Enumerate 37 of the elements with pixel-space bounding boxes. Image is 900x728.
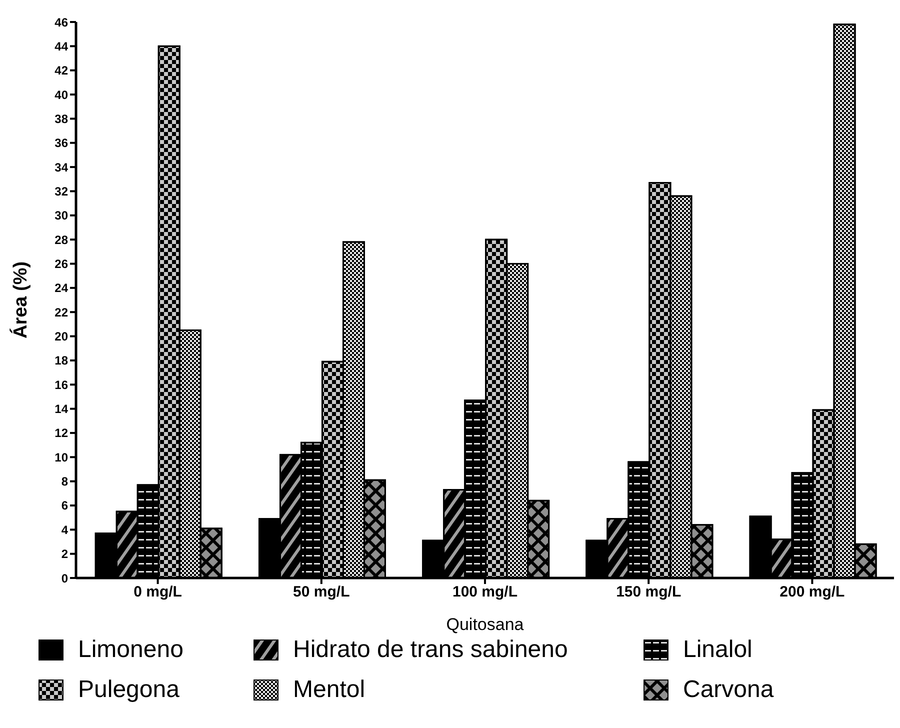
y-tick-label: 22: [54, 305, 68, 320]
y-axis-title: Área (%): [10, 261, 32, 339]
y-tick-label: 38: [54, 112, 68, 126]
y-tick-label: 40: [54, 88, 68, 102]
y-tick-label: 4: [61, 522, 68, 537]
y-tick-label: 2: [61, 547, 68, 562]
legend-label: Carvona: [683, 676, 774, 704]
legend-label: Mentol: [293, 676, 366, 704]
legend-label: Pulegona: [78, 676, 180, 704]
y-tick-label: 34: [54, 160, 68, 174]
y-tick-label: 18: [54, 354, 68, 368]
y-tick-label: 28: [54, 232, 68, 247]
y-tick-label: 10: [54, 450, 68, 464]
y-tick-label: 46: [54, 15, 68, 30]
y-tick-label: 0: [61, 571, 68, 586]
x-axis-title: Quitosana: [446, 615, 524, 634]
y-tick-label: 6: [61, 498, 68, 513]
legend-label: Linalol: [683, 636, 752, 664]
y-tick-label: 20: [54, 330, 68, 344]
y-tick-label: 30: [54, 208, 68, 223]
x-tick-label: 200 mg/L: [780, 584, 845, 601]
legend-label: Limoneno: [78, 636, 184, 664]
y-tick-label: 26: [54, 257, 68, 271]
legend-label: Hidrato de trans sabineno: [293, 636, 568, 664]
y-tick-label: 14: [54, 402, 68, 416]
y-tick-label: 36: [54, 136, 68, 150]
y-tick-label: 16: [54, 378, 68, 392]
y-tick-label: 8: [61, 474, 68, 489]
x-tick-label: 150 mg/L: [616, 584, 682, 601]
x-tick-label: 50 mg/L: [293, 584, 350, 601]
y-tick-label: 44: [54, 39, 68, 54]
y-tick-label: 24: [54, 281, 68, 296]
x-tick-label: 100 mg/L: [452, 584, 518, 601]
x-tick-label: 0 mg/L: [134, 584, 182, 601]
y-tick-label: 32: [54, 184, 68, 198]
y-tick-label: 42: [54, 64, 68, 78]
y-tick-label: 12: [54, 426, 68, 440]
